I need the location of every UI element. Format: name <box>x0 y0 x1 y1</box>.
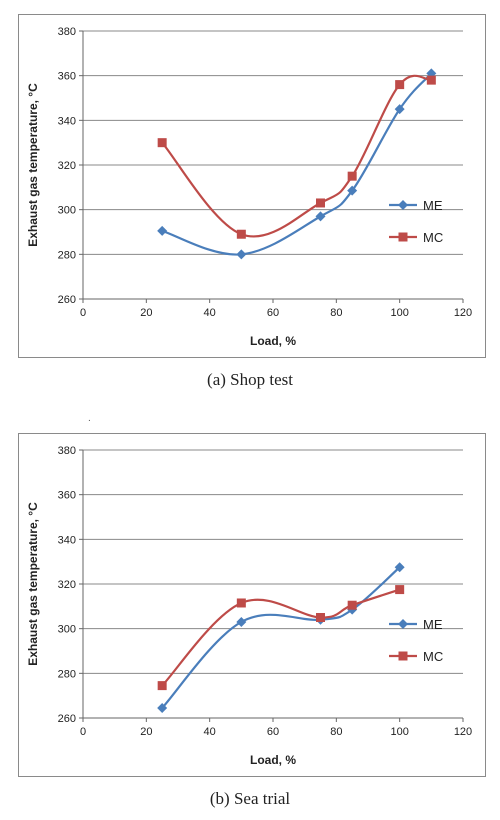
x-tick-label: 0 <box>80 307 86 319</box>
series-me <box>157 562 405 713</box>
y-tick-label: 300 <box>58 624 76 636</box>
sea-trial-plot: 260 280 300 320 340 360 380 0 20 40 60 80 100 120 Load… <box>26 445 472 767</box>
data-point-mc <box>395 80 405 90</box>
shop-test-chart: 260 280 300 320 340 360 380 0 20 40 60 80 100 120 Load… <box>18 14 486 358</box>
data-point-mc <box>316 613 325 622</box>
legend-label: MC <box>423 230 443 245</box>
legend-item-mc: MC <box>389 230 443 245</box>
series-line-mc <box>161 74 432 238</box>
x-tick-label: 0 <box>80 726 86 738</box>
series-mc <box>157 74 436 239</box>
data-point-mc <box>157 138 167 148</box>
data-point-mc <box>426 75 436 85</box>
data-point-me <box>236 616 247 627</box>
y-tick-label: 380 <box>58 445 76 457</box>
caption-sea-trial: (b) Sea trial <box>209 789 291 808</box>
y-tick-label: 360 <box>58 490 76 502</box>
x-tick-label: 80 <box>330 307 342 319</box>
x-tick-label: 40 <box>204 307 216 319</box>
y-tick-label: 300 <box>58 205 76 217</box>
data-point-me <box>315 211 326 222</box>
x-tick-label: 60 <box>267 307 279 319</box>
data-point-mc <box>157 681 167 691</box>
x-tick-label: 120 <box>454 307 472 319</box>
sea-trial-chart: 260 280 300 320 340 360 380 0 20 40 60 80 100 120 Load… <box>18 433 486 777</box>
x-axis-title: Load, % <box>250 334 296 348</box>
x-tick-label: 40 <box>204 726 216 738</box>
x-tick-label: 80 <box>330 726 342 738</box>
x-tick-label: 20 <box>140 307 152 319</box>
y-tick-label: 320 <box>58 160 76 172</box>
legend-marker <box>398 232 408 242</box>
legend-label: MC <box>423 649 443 664</box>
legend-marker <box>398 619 408 629</box>
data-point-me <box>157 702 168 713</box>
data-point-mc <box>236 229 246 239</box>
y-tick-label: 320 <box>58 579 76 591</box>
data-point-me <box>157 225 168 236</box>
y-tick-label: 340 <box>58 115 76 127</box>
x-axis-title: Load, % <box>250 753 296 767</box>
data-point-mc <box>395 585 405 595</box>
data-point-mc <box>316 198 325 208</box>
y-tick-label: 260 <box>58 713 76 725</box>
x-tick-label: 100 <box>390 726 408 738</box>
y-tick-label: 260 <box>58 294 76 306</box>
y-axis-title: Exhaust gas temperature, °C <box>26 502 40 666</box>
data-point-me <box>394 104 405 115</box>
y-tick-label: 280 <box>58 249 76 261</box>
y-axis-title: Exhaust gas temperature, °C <box>26 83 40 247</box>
legend-marker <box>398 200 408 210</box>
data-point-mc <box>347 171 357 181</box>
legend-item-me: ME <box>389 617 443 632</box>
data-point-me <box>347 185 358 196</box>
caption-shop-test: (a) Shop test <box>207 370 293 389</box>
legend-item-mc: MC <box>389 649 443 664</box>
stray-mark: . <box>88 413 91 424</box>
legend-label: ME <box>423 198 443 213</box>
x-tick-label: 100 <box>390 307 408 319</box>
x-tick-label: 60 <box>267 726 279 738</box>
x-tick-label: 120 <box>454 726 472 738</box>
legend-marker <box>398 651 408 661</box>
data-point-me <box>394 562 405 573</box>
y-tick-label: 280 <box>58 668 76 680</box>
x-tick-label: 20 <box>140 726 152 738</box>
legend-item-me: ME <box>389 198 443 213</box>
series-line-mc <box>161 588 401 687</box>
y-tick-label: 360 <box>58 71 76 83</box>
series-line-me <box>161 566 401 709</box>
shop-test-plot: 260 280 300 320 340 360 380 0 20 40 60 80 100 120 Load… <box>26 26 472 348</box>
data-point-mc <box>347 600 357 610</box>
y-tick-label: 380 <box>58 26 76 38</box>
series-me <box>157 68 437 260</box>
series-mc <box>157 585 405 691</box>
data-point-mc <box>236 598 246 608</box>
y-tick-label: 340 <box>58 534 76 546</box>
data-point-me <box>236 249 247 260</box>
legend-label: ME <box>423 617 443 632</box>
